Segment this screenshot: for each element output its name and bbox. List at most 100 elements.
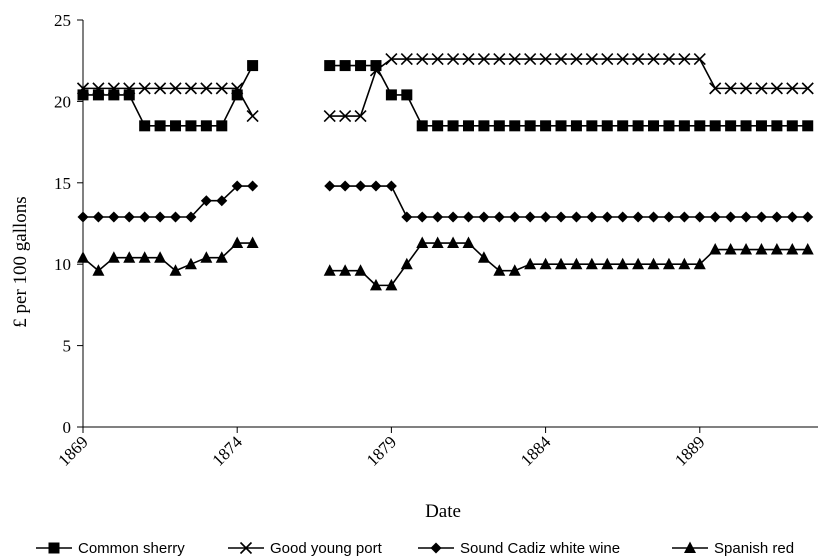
point-good-young-port bbox=[508, 53, 521, 66]
point-good-young-port bbox=[524, 53, 537, 66]
point-good-young-port bbox=[724, 82, 737, 95]
point-sound-cadiz-white-wine bbox=[678, 211, 690, 223]
point-sound-cadiz-white-wine bbox=[108, 211, 120, 223]
point-sound-cadiz-white-wine bbox=[586, 211, 598, 223]
y-tick-label: 15 bbox=[54, 174, 71, 193]
legend-label-good-young-port: Good young port bbox=[270, 540, 383, 557]
point-good-young-port bbox=[601, 53, 614, 66]
point-good-young-port bbox=[184, 82, 198, 95]
point-sound-cadiz-white-wine bbox=[447, 211, 459, 223]
point-sound-cadiz-white-wine bbox=[216, 195, 228, 207]
point-common-sherry bbox=[416, 120, 428, 132]
point-spanish-red bbox=[431, 236, 444, 249]
legend-item-good-young-port: Good young port bbox=[228, 540, 383, 557]
point-common-sherry bbox=[540, 120, 552, 132]
series-good-young-port bbox=[76, 53, 814, 123]
point-good-young-port bbox=[662, 53, 676, 66]
point-spanish-red bbox=[616, 257, 629, 270]
point-sound-cadiz-white-wine bbox=[432, 211, 444, 223]
legend-marker-spanish-red bbox=[684, 541, 696, 553]
point-common-sherry bbox=[709, 120, 721, 132]
point-spanish-red bbox=[724, 243, 737, 255]
point-spanish-red bbox=[369, 278, 382, 291]
point-good-young-port bbox=[755, 82, 768, 95]
point-spanish-red bbox=[539, 257, 552, 270]
point-sound-cadiz-white-wine bbox=[416, 211, 428, 223]
series-sound-cadiz-white-wine bbox=[77, 180, 814, 223]
point-good-young-port bbox=[323, 109, 336, 123]
y-axis-title: £ per 100 gallons bbox=[10, 196, 31, 327]
point-spanish-red bbox=[231, 236, 244, 249]
point-common-sherry bbox=[694, 120, 706, 132]
point-good-young-port bbox=[539, 53, 552, 66]
point-good-young-port bbox=[154, 82, 167, 95]
point-good-young-port bbox=[385, 53, 398, 66]
point-good-young-port bbox=[709, 82, 722, 95]
y-tick-label: 20 bbox=[54, 92, 71, 111]
point-good-young-port bbox=[339, 109, 352, 123]
point-good-young-port bbox=[215, 82, 228, 95]
point-spanish-red bbox=[354, 264, 367, 276]
point-good-young-port bbox=[647, 53, 660, 66]
point-spanish-red bbox=[678, 257, 691, 270]
point-sound-cadiz-white-wine bbox=[324, 180, 336, 192]
point-good-young-port bbox=[123, 82, 136, 95]
x-tick-label: 1889 bbox=[671, 432, 708, 469]
legend-label-common-sherry: Common sherry bbox=[78, 540, 185, 557]
point-spanish-red bbox=[493, 264, 506, 276]
point-good-young-port bbox=[416, 53, 429, 66]
point-sound-cadiz-white-wine bbox=[247, 180, 259, 192]
y-tick-label: 10 bbox=[54, 255, 71, 274]
point-common-sherry bbox=[355, 60, 367, 72]
point-sound-cadiz-white-wine bbox=[709, 211, 721, 223]
x-tick-label: 1869 bbox=[54, 432, 91, 469]
y-tick-label: 5 bbox=[63, 337, 72, 356]
point-spanish-red bbox=[138, 251, 151, 263]
legend-item-sound-cadiz-white-wine: Sound Cadiz white wine bbox=[418, 540, 620, 557]
point-common-sherry bbox=[77, 89, 89, 101]
point-good-young-port bbox=[477, 53, 490, 66]
point-common-sherry bbox=[92, 89, 104, 101]
point-spanish-red bbox=[647, 257, 660, 270]
point-spanish-red bbox=[508, 264, 521, 276]
point-common-sherry bbox=[447, 120, 459, 132]
point-common-sherry bbox=[432, 120, 444, 132]
point-good-young-port bbox=[739, 82, 753, 95]
series-line-sound-cadiz-white-wine bbox=[83, 185, 253, 218]
point-good-young-port bbox=[632, 53, 645, 66]
point-sound-cadiz-white-wine bbox=[786, 211, 798, 223]
point-common-sherry bbox=[570, 120, 582, 132]
point-sound-cadiz-white-wine bbox=[355, 180, 367, 192]
y-tick-label: 25 bbox=[54, 11, 71, 30]
legend-marker-common-sherry bbox=[48, 542, 60, 554]
point-sound-cadiz-white-wine bbox=[570, 211, 582, 223]
point-sound-cadiz-white-wine bbox=[185, 211, 197, 223]
y-tick-label: 0 bbox=[63, 418, 72, 437]
point-sound-cadiz-white-wine bbox=[92, 211, 104, 223]
point-common-sherry bbox=[247, 60, 259, 72]
point-spanish-red bbox=[570, 257, 583, 270]
point-good-young-port bbox=[138, 82, 151, 95]
point-spanish-red bbox=[477, 251, 490, 263]
point-good-young-port bbox=[354, 109, 367, 123]
point-sound-cadiz-white-wine bbox=[540, 211, 552, 223]
point-common-sherry bbox=[663, 120, 675, 132]
point-sound-cadiz-white-wine bbox=[524, 211, 536, 223]
point-spanish-red bbox=[801, 243, 814, 255]
point-sound-cadiz-white-wine bbox=[200, 195, 212, 207]
point-good-young-port bbox=[246, 109, 259, 123]
point-common-sherry bbox=[324, 60, 336, 72]
legend-label-spanish-red: Spanish red bbox=[714, 540, 794, 557]
point-sound-cadiz-white-wine bbox=[170, 211, 182, 223]
point-spanish-red bbox=[77, 251, 89, 263]
point-sound-cadiz-white-wine bbox=[139, 211, 151, 223]
legend: Common sherry Good young port Sound Cadiz … bbox=[36, 540, 794, 557]
point-common-sherry bbox=[601, 120, 613, 132]
point-spanish-red bbox=[462, 236, 475, 249]
point-spanish-red bbox=[740, 243, 753, 255]
point-spanish-red bbox=[662, 257, 675, 270]
x-axis-title: Date bbox=[425, 501, 461, 522]
point-spanish-red bbox=[400, 257, 413, 270]
point-common-sherry bbox=[185, 120, 197, 132]
point-common-sherry bbox=[478, 120, 490, 132]
